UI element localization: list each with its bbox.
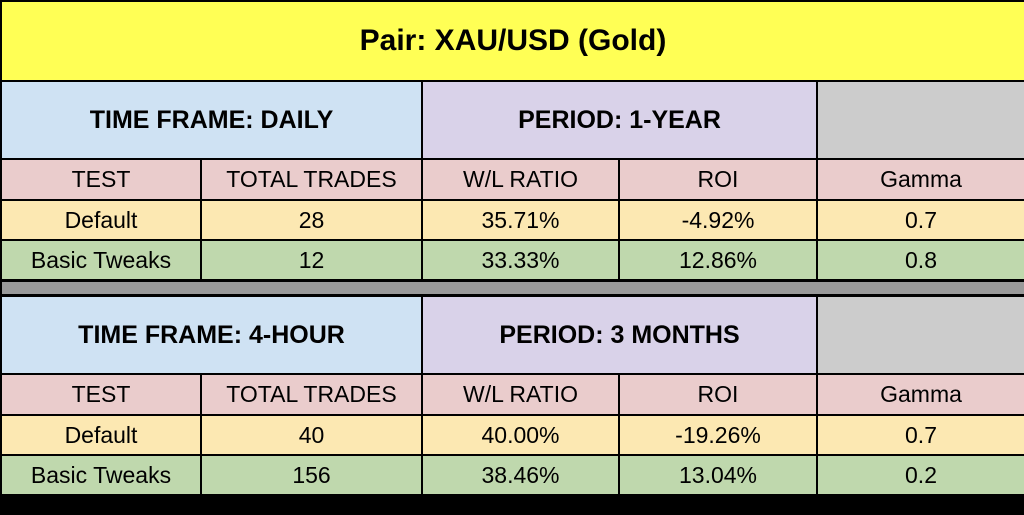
pair-title: Pair: XAU/USD (Gold)	[0, 0, 1024, 82]
table-row: Default 28 35.71% -4.92% 0.7	[0, 199, 1024, 241]
cell: 12	[200, 239, 423, 282]
time-frame-label: TIME FRAME: 4-HOUR	[0, 294, 423, 375]
cell: Default	[0, 414, 202, 456]
block-header: TIME FRAME: 4-HOUR PERIOD: 3 MONTHS	[0, 294, 1024, 375]
cell: 0.8	[815, 239, 1024, 282]
separator	[0, 279, 1024, 297]
table-row: Basic Tweaks 12 33.33% 12.86% 0.8	[0, 239, 1024, 282]
cell: 35.71%	[421, 199, 620, 241]
column-header-row: TEST TOTAL TRADES W/L RATIO ROI Gamma	[0, 373, 1024, 416]
column-header: Gamma	[815, 158, 1024, 201]
column-header: TEST	[0, 158, 202, 201]
table-row: Default 40 40.00% -19.26% 0.7	[0, 414, 1024, 456]
blank-cell	[815, 80, 1024, 160]
cell: Basic Tweaks	[0, 239, 202, 282]
cell: 13.04%	[618, 454, 818, 496]
period-label: PERIOD: 3 MONTHS	[421, 294, 818, 375]
column-header: Gamma	[815, 373, 1024, 416]
title-row: Pair: XAU/USD (Gold)	[0, 0, 1024, 82]
separator-row	[0, 279, 1024, 297]
cell: 0.7	[815, 199, 1024, 241]
cell: Default	[0, 199, 202, 241]
time-frame-label: TIME FRAME: DAILY	[0, 80, 423, 160]
block-header: TIME FRAME: DAILY PERIOD: 1-YEAR	[0, 80, 1024, 160]
cell: 0.7	[815, 414, 1024, 456]
cell: 38.46%	[421, 454, 620, 496]
column-header: W/L RATIO	[421, 158, 620, 201]
cell: 156	[200, 454, 423, 496]
cell: 28	[200, 199, 423, 241]
cell: 33.33%	[421, 239, 620, 282]
column-header: TEST	[0, 373, 202, 416]
cell: 40.00%	[421, 414, 620, 456]
cell: -4.92%	[618, 199, 818, 241]
column-header: TOTAL TRADES	[200, 373, 423, 416]
column-header: ROI	[618, 373, 818, 416]
cell: 0.2	[815, 454, 1024, 496]
period-label: PERIOD: 1-YEAR	[421, 80, 818, 160]
table-row: Basic Tweaks 156 38.46% 13.04% 0.2	[0, 454, 1024, 496]
column-header: TOTAL TRADES	[200, 158, 423, 201]
results-table: Pair: XAU/USD (Gold) TIME FRAME: DAILY P…	[0, 0, 1024, 496]
cell: 12.86%	[618, 239, 818, 282]
cell: 40	[200, 414, 423, 456]
cell: -19.26%	[618, 414, 818, 456]
column-header-row: TEST TOTAL TRADES W/L RATIO ROI Gamma	[0, 158, 1024, 201]
blank-cell	[815, 294, 1024, 375]
column-header: W/L RATIO	[421, 373, 620, 416]
column-header: ROI	[618, 158, 818, 201]
cell: Basic Tweaks	[0, 454, 202, 496]
